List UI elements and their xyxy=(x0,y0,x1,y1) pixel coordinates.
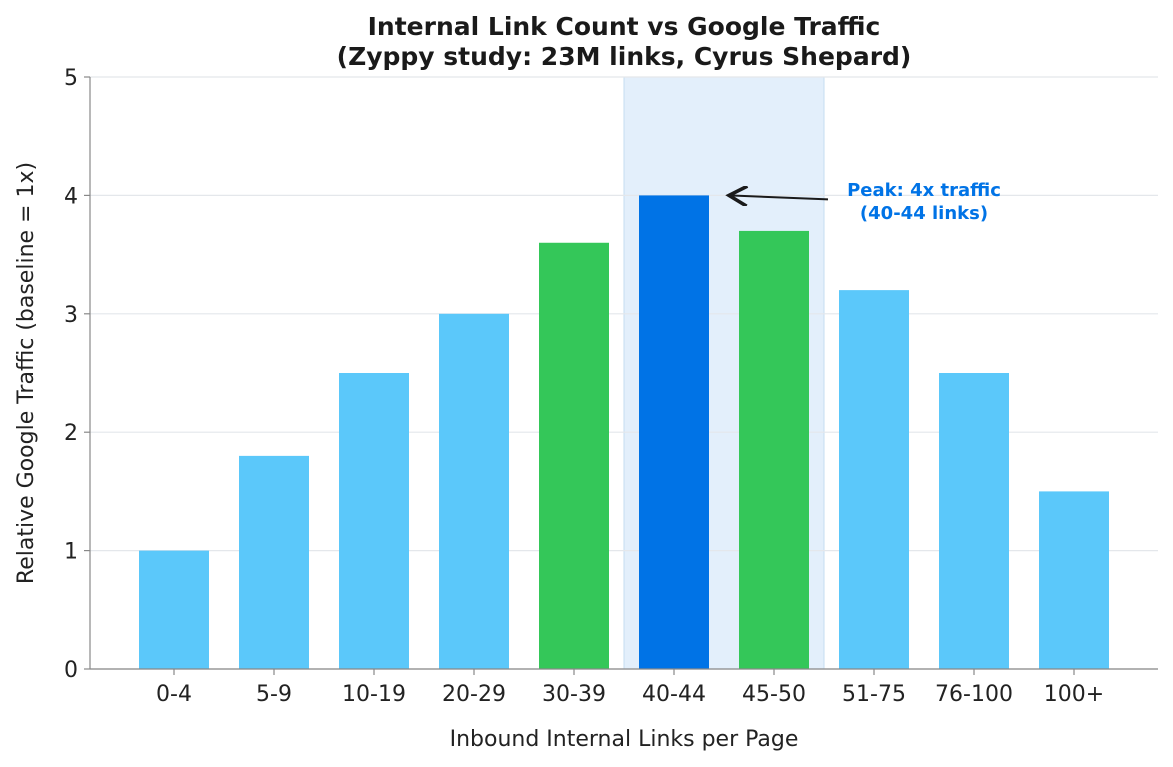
bar-10-19 xyxy=(339,373,409,669)
bar-20-29 xyxy=(439,313,509,669)
y-tick-label: 1 xyxy=(64,540,78,565)
x-tick-label: 0-4 xyxy=(156,682,192,707)
bar-100+ xyxy=(1039,491,1109,669)
x-tick-label: 76-100 xyxy=(935,682,1013,707)
y-tick-label: 3 xyxy=(64,303,78,328)
x-tick-label: 51-75 xyxy=(842,682,906,707)
x-tick-label: 20-29 xyxy=(442,682,506,707)
bar-5-9 xyxy=(239,455,309,669)
annotation-line-1: Peak: 4x traffic xyxy=(847,180,1001,201)
bar-40-44 xyxy=(639,195,709,669)
y-tick-label: 5 xyxy=(64,66,78,91)
bar-30-39 xyxy=(539,242,609,669)
bar-0-4 xyxy=(139,550,209,669)
x-tick-label: 10-19 xyxy=(342,682,406,707)
y-axis-label: Relative Google Traffic (baseline = 1x) xyxy=(14,162,39,584)
bar-51-75 xyxy=(839,290,909,669)
y-tick-label: 0 xyxy=(64,658,78,683)
bar-76-100 xyxy=(939,373,1009,669)
x-tick-label: 100+ xyxy=(1044,682,1104,707)
y-ticks: 0 1 2 3 4 5 xyxy=(64,66,90,683)
chart-subtitle: (Zyppy study: 23M links, Cyrus Shepard) xyxy=(337,42,912,71)
y-tick-label: 2 xyxy=(64,421,78,446)
annotation-line-2: (40-44 links) xyxy=(860,203,988,224)
x-tick-label: 40-44 xyxy=(642,682,706,707)
chart-title: Internal Link Count vs Google Traffic xyxy=(368,12,881,41)
x-ticks: 0-4 5-9 10-19 20-29 30-39 40-44 45-50 51-75 76-1… xyxy=(156,669,1104,707)
x-tick-label: 5-9 xyxy=(256,682,292,707)
bars xyxy=(139,195,1109,670)
x-axis-label: Inbound Internal Links per Page xyxy=(450,727,799,752)
x-tick-label: 30-39 xyxy=(542,682,606,707)
x-tick-label: 45-50 xyxy=(742,682,806,707)
annotation-arrow xyxy=(729,195,829,199)
y-tick-label: 4 xyxy=(64,184,78,209)
bar-45-50 xyxy=(739,230,809,670)
